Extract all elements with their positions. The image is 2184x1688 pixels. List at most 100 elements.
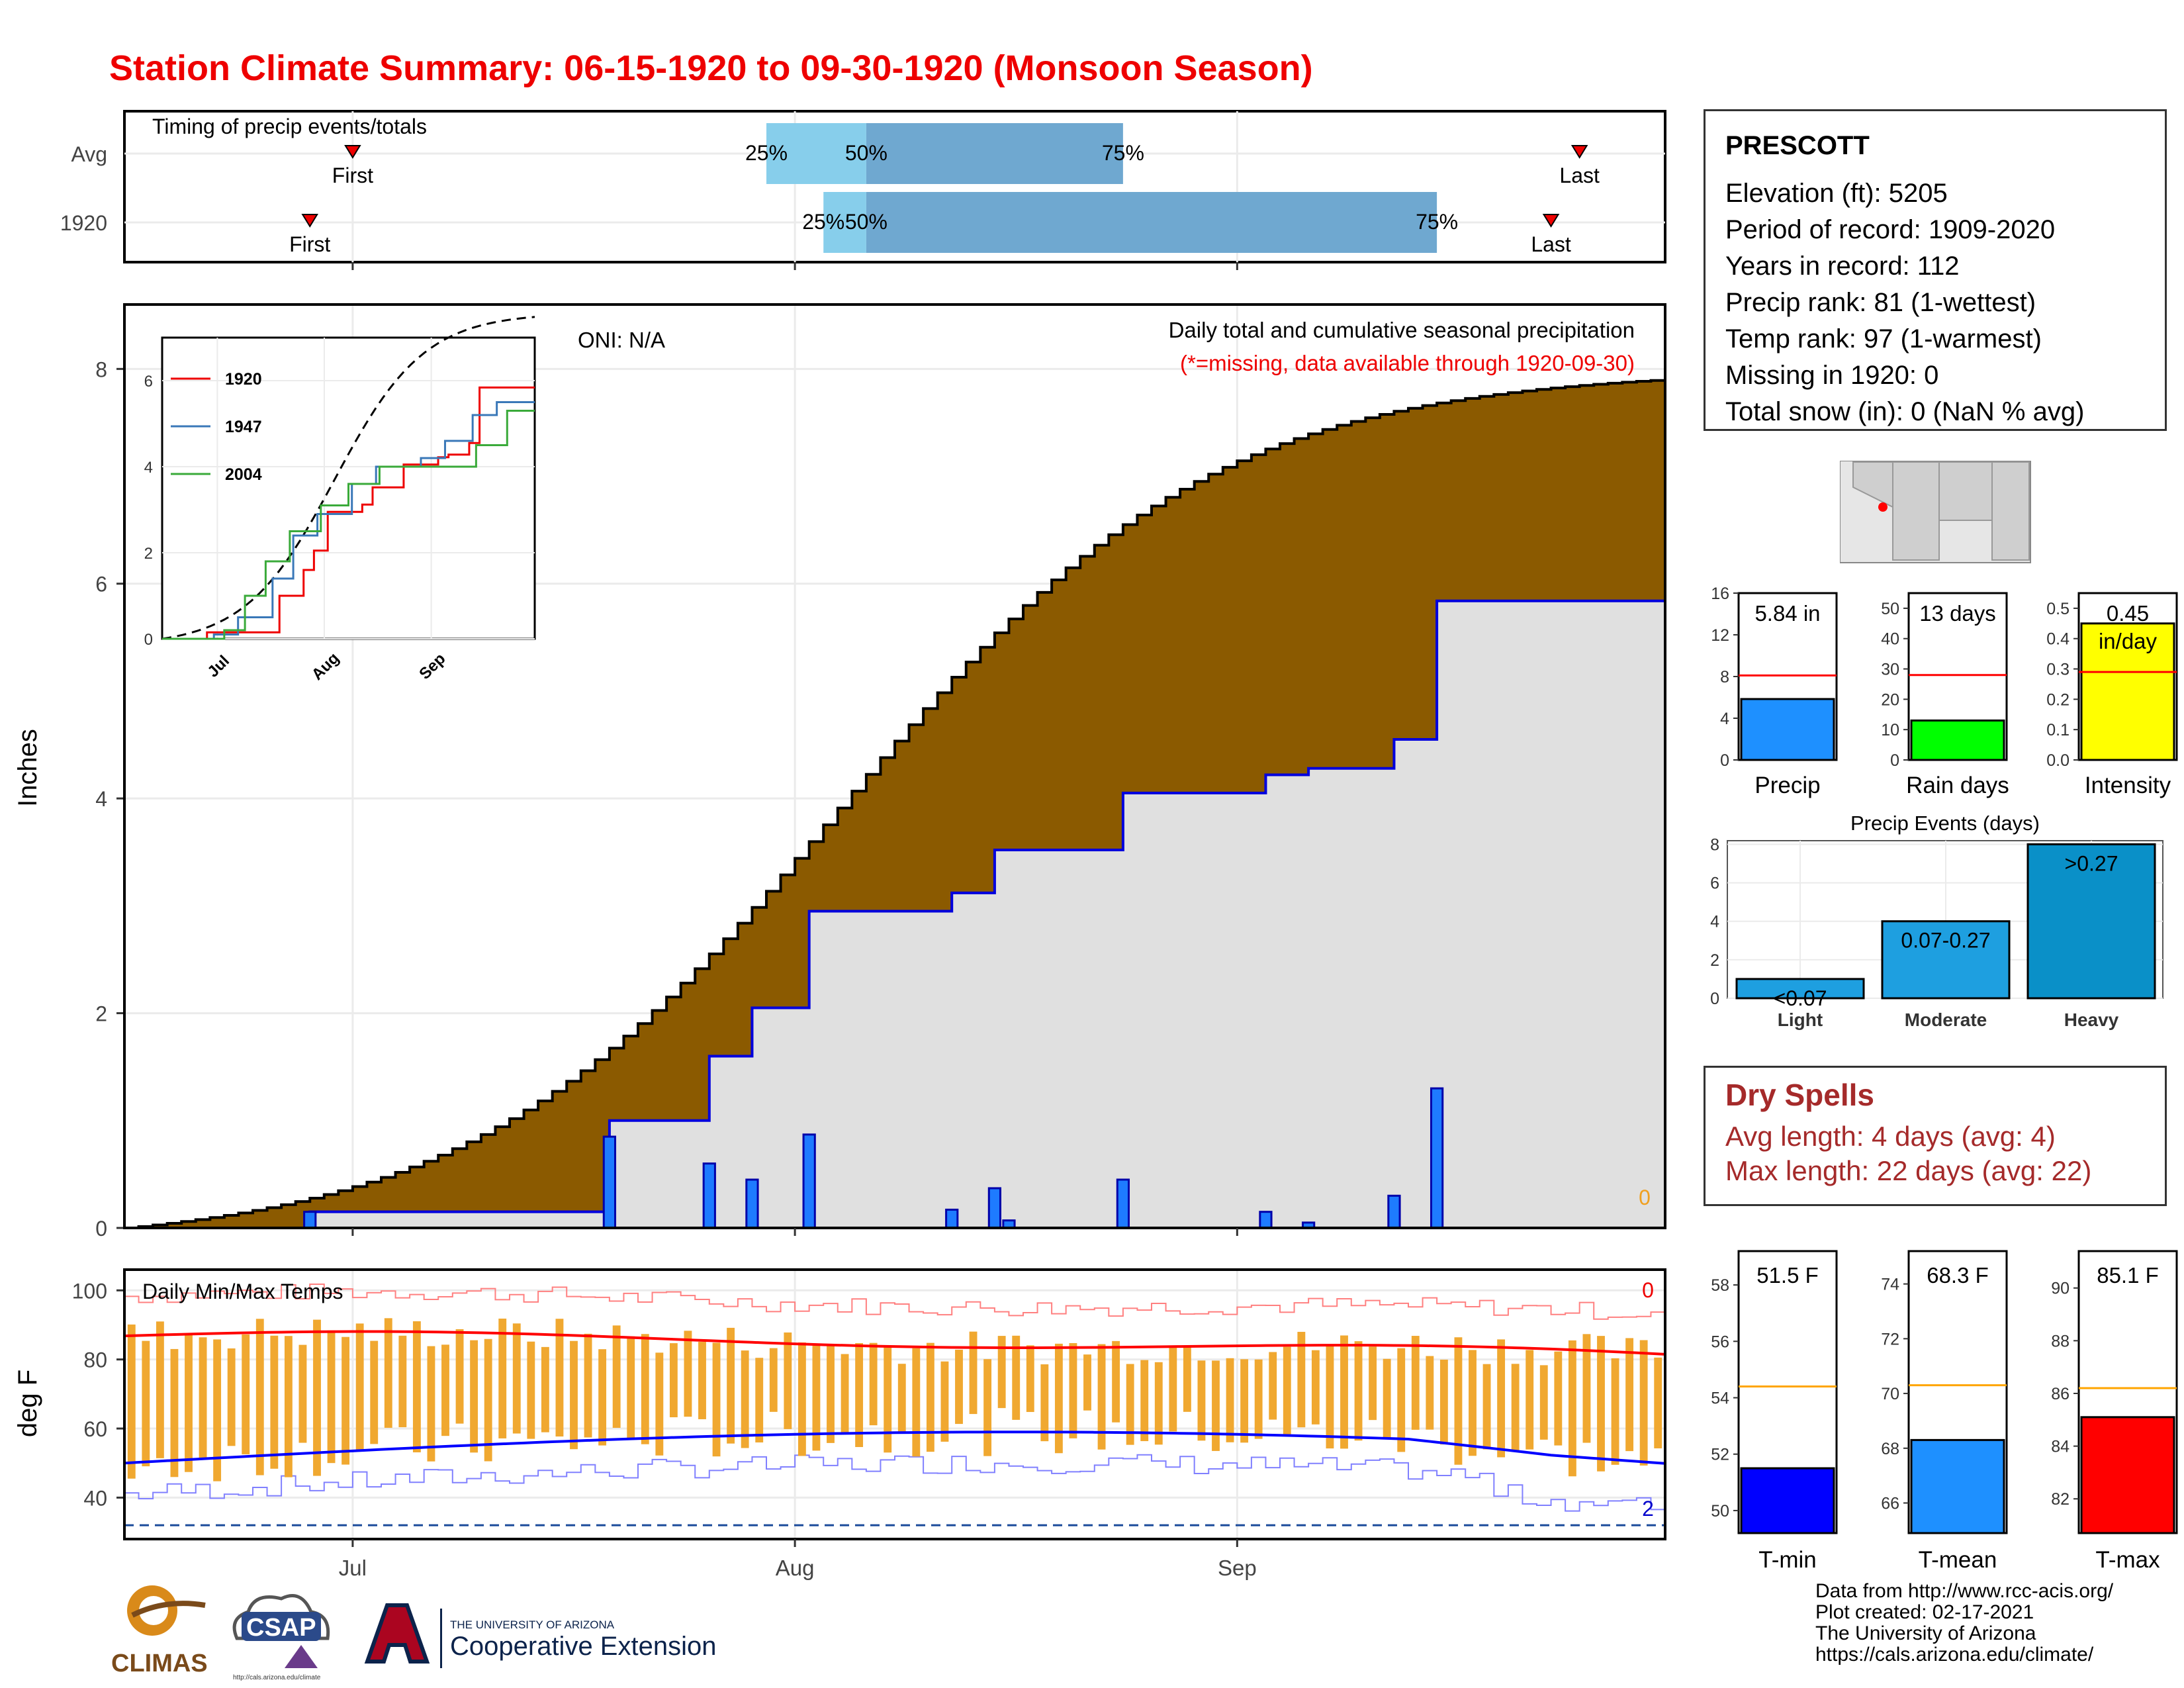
daily-temp-bar	[427, 1346, 435, 1462]
summary-ytick-label: 54	[1711, 1389, 1729, 1408]
inset-ytick-label: 4	[144, 459, 153, 477]
timing-p50-label: 50%	[845, 210, 887, 234]
daily-temp-bar	[955, 1349, 963, 1425]
record-high-line	[124, 1284, 1665, 1320]
daily-temp-bar	[612, 1325, 621, 1429]
daily-temp-bar	[1411, 1336, 1420, 1430]
summary-name-label: Rain days	[1906, 773, 2009, 798]
daily-temp-bar	[527, 1341, 535, 1439]
precip-subtitle: (*=missing, data available through 1920-…	[1180, 351, 1635, 375]
timing-p50-label: 50%	[845, 141, 887, 165]
daily-temp-bar	[684, 1331, 692, 1417]
inset-ytick-label: 0	[144, 631, 153, 649]
summary-ytick-label: 56	[1711, 1333, 1729, 1351]
daily-temp-bar	[1097, 1344, 1106, 1450]
precip-chart: 0 2 4 6 8 Daily total and cumulative seasonal…	[13, 303, 1666, 1241]
summary-ytick-label: 10	[1881, 721, 1899, 739]
timing-label: Timing of precip events/totals	[152, 115, 427, 138]
missing-count: 0	[1639, 1186, 1651, 1209]
temp-ytick-label: 60	[83, 1417, 107, 1441]
event-bar-label: >0.27	[2065, 851, 2118, 875]
summary-ytick-label: 0.1	[2046, 721, 2070, 739]
summary-ytick-label: 82	[2051, 1490, 2070, 1509]
inset-legend-label: 1920	[225, 370, 262, 389]
climas-logo: CLIMAS	[111, 1585, 208, 1677]
daily-temp-bar	[1269, 1352, 1277, 1420]
summary-ytick-label: 0.4	[2046, 630, 2070, 649]
summary-ytick-label: 0.0	[2046, 751, 2070, 770]
timing-first-label: First	[332, 164, 373, 187]
daily-temp-bar	[897, 1364, 906, 1434]
csap-logo: CSAP http://cals.arizona.edu/climate	[232, 1594, 330, 1681]
summary-value-label: 5.84 in	[1754, 601, 1820, 626]
daily-temp-bar	[1140, 1360, 1149, 1442]
summary-ytick-label: 90	[2051, 1280, 2070, 1298]
season-totals-chart: 0 4 8 12 16 5.84 in Precip 0 10 20 30 40 50 13 days Ra…	[1711, 585, 2178, 798]
daily-temp-bar	[1582, 1334, 1591, 1443]
temp-count-top: 0	[1642, 1278, 1654, 1302]
temp-xtick-label: Jul	[339, 1556, 367, 1580]
daily-precip-bar	[702, 1162, 716, 1229]
inset-series-line	[162, 401, 535, 640]
event-bar	[1881, 920, 2011, 1000]
daily-temp-bar	[484, 1338, 492, 1462]
station-years: Years in record: 112	[1725, 252, 1960, 281]
daily-temp-bar	[641, 1334, 649, 1444]
daily-temp-bar	[412, 1321, 421, 1453]
average-cumulative-line	[124, 379, 1665, 1229]
precip-ytick-label: 0	[95, 1217, 107, 1241]
daily-temp-bar	[1554, 1351, 1563, 1446]
daily-precip-bar	[1259, 1211, 1273, 1229]
daily-temp-bar	[1639, 1340, 1648, 1466]
daily-precip-bar	[1387, 1194, 1401, 1229]
daily-temp-bar	[1454, 1337, 1463, 1465]
daily-temp-bar	[855, 1343, 864, 1447]
daily-temp-bar	[570, 1340, 578, 1450]
daily-temp-bar	[784, 1332, 792, 1429]
daily-temp-bar	[313, 1319, 321, 1476]
temp-ytick-label: 100	[72, 1279, 107, 1303]
events-title: Precip Events (days)	[1850, 814, 2040, 835]
precip-frame	[123, 303, 1666, 1229]
daily-temp-bar	[598, 1349, 607, 1446]
daily-precip-bar	[1116, 1178, 1130, 1229]
daily-temp-bar	[1525, 1350, 1534, 1450]
daily-temp-bar	[997, 1336, 1006, 1409]
summary-ytick-label: 0	[1720, 751, 1729, 770]
daily-temp-bar	[1083, 1354, 1091, 1411]
summary-ytick-label: 16	[1711, 585, 1729, 603]
daily-temp-bar	[498, 1318, 507, 1438]
daily-temp-bar	[170, 1348, 179, 1477]
temp-summary-chart: 50 52 54 56 58 51.5 F T-min 66 68 70 72 74 68.3 F T-m…	[1711, 1250, 2178, 1573]
timing-bar-q1	[823, 192, 866, 253]
precip-ytick-label: 2	[95, 1002, 107, 1026]
inset-legend-label: 2004	[225, 465, 262, 484]
daily-temp-bar	[712, 1342, 721, 1457]
daily-temp-bar	[1154, 1362, 1163, 1445]
timing-bar-q1	[766, 123, 866, 184]
event-bar-label: <0.07	[1774, 986, 1827, 1010]
temp-title: Daily Min/Max Temps	[142, 1280, 343, 1303]
event-bar-label: 0.07-0.27	[1901, 929, 1990, 953]
logos: CLIMAS CSAP http://cals.arizona.edu/clim…	[111, 1585, 716, 1681]
daily-temp-bar	[185, 1335, 193, 1472]
daily-temp-bar	[627, 1336, 635, 1438]
daily-temp-bar	[1112, 1340, 1120, 1423]
timing-bar-q2	[866, 192, 1437, 253]
daily-temp-bar	[1197, 1360, 1206, 1441]
timing-first-label: First	[289, 232, 330, 256]
summary-value-label: 51.5 F	[1756, 1263, 1819, 1288]
credit-url: https://cals.arizona.edu/climate/	[1815, 1644, 2094, 1665]
daily-temp-bar	[1283, 1346, 1291, 1435]
daily-temp-bar	[669, 1343, 678, 1418]
temp-xtick-label: Sep	[1218, 1556, 1257, 1580]
daily-precip-bar	[802, 1133, 816, 1229]
dry-spells-box: Dry Spells Avg length: 4 days (avg: 4) M…	[1704, 1066, 2167, 1206]
summary-ytick-label: 58	[1711, 1276, 1729, 1295]
summary-ytick-label: 50	[1881, 600, 1899, 618]
deficit-area	[124, 380, 1665, 1228]
event-category-label: Heavy	[2064, 1009, 2119, 1030]
ua-logo: THE UNIVERSITY OF ARIZONA Cooperative Ex…	[364, 1603, 716, 1668]
summary-ytick-label: 0	[1890, 751, 1899, 770]
credit-org: The University of Arizona	[1815, 1622, 2036, 1644]
